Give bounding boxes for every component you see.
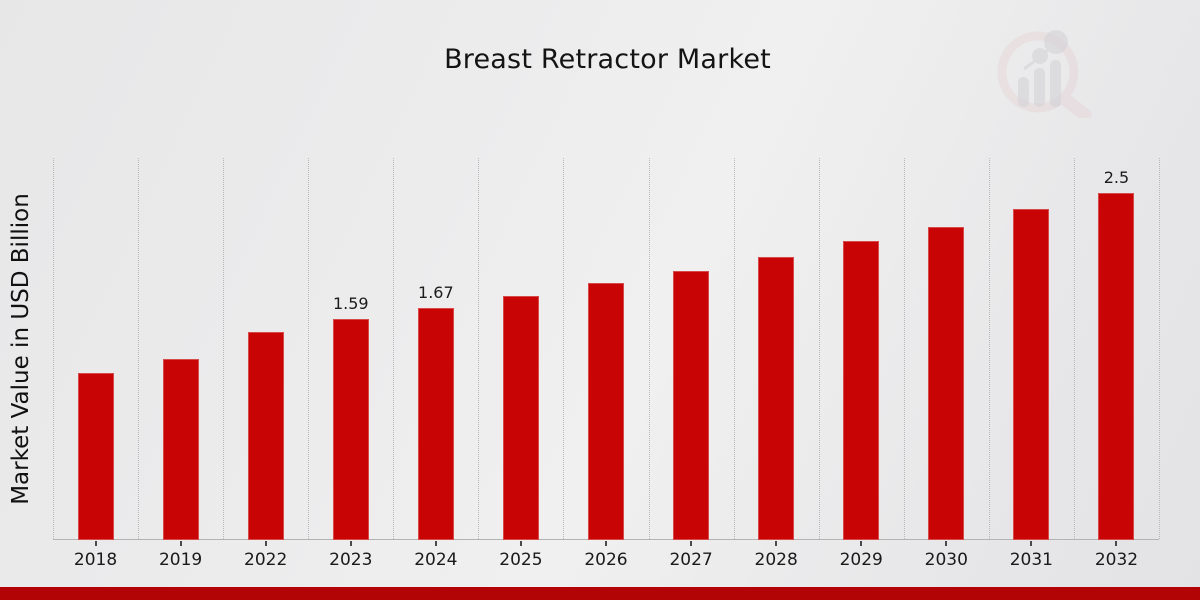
gridline — [733, 158, 735, 539]
x-axis-tick — [94, 541, 97, 546]
x-axis-tick — [434, 541, 437, 546]
bar-2024 — [417, 308, 454, 540]
x-tick-label-2019: 2019 — [158, 550, 203, 570]
bar-2018 — [77, 373, 114, 540]
footer-accent-bar — [0, 587, 1200, 600]
gridline — [53, 158, 54, 539]
x-tick-label-2027: 2027 — [669, 550, 713, 570]
bar-2025 — [502, 295, 539, 540]
x-axis-tick — [605, 541, 607, 546]
bar-2019 — [162, 359, 199, 540]
gridline — [648, 158, 650, 539]
gridline — [903, 158, 905, 539]
bar-2026 — [588, 283, 624, 540]
x-axis-tick — [179, 541, 182, 546]
gridline — [1159, 158, 1160, 539]
bar-value-label: 1.67 — [418, 283, 454, 303]
y-axis-label: Market Value in USD Billion — [8, 193, 34, 505]
bar-2023 — [332, 319, 369, 540]
x-axis-tick — [945, 541, 948, 546]
bar-2032 — [1098, 192, 1135, 540]
x-tick-label-2030: 2030 — [924, 550, 968, 570]
x-tick-label-2025: 2025 — [499, 550, 543, 570]
x-axis-tick — [519, 541, 522, 546]
x-tick-label-2022: 2022 — [244, 550, 288, 570]
x-tick-label-2024: 2024 — [414, 550, 458, 570]
gridline — [563, 158, 565, 539]
x-axis-tick — [1030, 541, 1033, 546]
logo-trend-dots — [1023, 30, 1068, 71]
gridline — [138, 158, 140, 539]
logo-magnifier-ring — [997, 31, 1092, 118]
x-axis-tick — [1115, 541, 1118, 546]
gridline — [393, 158, 395, 539]
chart-title: Breast Retractor Market — [444, 44, 771, 75]
bar-value-label: 1.59 — [332, 294, 369, 314]
x-tick-label-2032: 2032 — [1094, 550, 1139, 570]
logo-bars — [1018, 60, 1061, 107]
x-axis-tick — [264, 541, 267, 546]
bar-2029 — [843, 241, 880, 540]
x-tick-label-2031: 2031 — [1009, 550, 1053, 570]
plot-area: 2018 2019 2022 1.59 2023 1.67 2024 2025 2026 2027… — [53, 158, 1160, 570]
gridline — [223, 158, 225, 539]
bar-2028 — [758, 256, 795, 540]
bar-2030 — [928, 227, 965, 540]
bar-2022 — [247, 331, 284, 540]
gridline — [308, 158, 310, 539]
gridline — [988, 158, 990, 539]
x-tick-label-2026: 2026 — [584, 550, 628, 570]
x-tick-label-2018: 2018 — [73, 550, 118, 570]
bar-2027 — [673, 270, 710, 540]
brand-logo-icon — [997, 30, 1092, 118]
x-tick-label-2023: 2023 — [329, 550, 373, 570]
x-axis-tick — [349, 541, 352, 546]
x-tick-label-2029: 2029 — [839, 550, 883, 570]
x-axis-tick — [775, 541, 778, 546]
gridline — [478, 158, 480, 539]
bar-2031 — [1013, 209, 1050, 540]
x-axis-tick — [690, 541, 693, 546]
x-tick-label-2028: 2028 — [754, 550, 798, 570]
x-axis-tick — [860, 541, 863, 546]
bar-value-label: 2.5 — [1103, 167, 1130, 187]
gridline — [818, 158, 820, 539]
gridline — [1073, 158, 1075, 539]
